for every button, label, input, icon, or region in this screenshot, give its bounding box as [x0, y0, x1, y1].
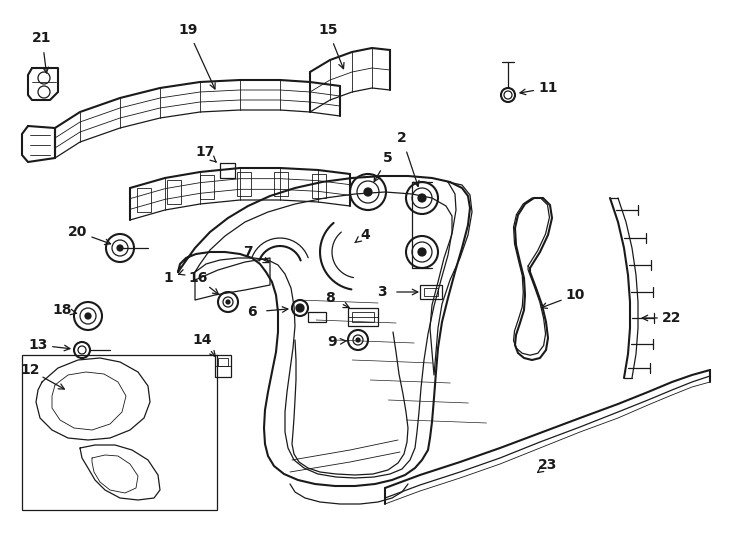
Bar [424, 288, 438, 296]
Bar [312, 174, 326, 198]
Text: 14: 14 [192, 333, 211, 347]
Text: 17: 17 [195, 145, 214, 159]
Text: 8: 8 [325, 291, 335, 305]
Bar [215, 355, 231, 377]
Circle shape [418, 248, 426, 256]
Text: 19: 19 [178, 23, 197, 37]
Bar [274, 172, 288, 196]
Text: 23: 23 [538, 458, 558, 472]
Circle shape [117, 245, 123, 251]
Bar [167, 180, 181, 204]
Text: 2: 2 [397, 131, 407, 145]
Text: 9: 9 [327, 335, 337, 349]
Circle shape [418, 194, 426, 202]
Text: 6: 6 [247, 305, 257, 319]
Bar [218, 358, 228, 366]
Text: 3: 3 [377, 285, 387, 299]
Circle shape [85, 313, 91, 319]
Bar [237, 172, 251, 196]
Text: 22: 22 [662, 311, 682, 325]
Text: 4: 4 [360, 228, 370, 242]
Text: 11: 11 [538, 81, 558, 95]
Text: 5: 5 [383, 151, 393, 165]
Text: 18: 18 [52, 303, 72, 317]
Circle shape [364, 188, 372, 196]
Text: 15: 15 [319, 23, 338, 37]
Circle shape [356, 338, 360, 342]
Bar [200, 175, 214, 199]
Bar [348, 308, 378, 326]
Bar [22, 355, 217, 510]
Bar [137, 188, 151, 212]
Circle shape [226, 300, 230, 304]
Bar [420, 285, 442, 299]
Text: 1: 1 [163, 271, 173, 285]
Circle shape [296, 304, 304, 312]
Bar [352, 312, 374, 322]
Text: 20: 20 [68, 225, 87, 239]
Text: 16: 16 [189, 271, 208, 285]
Text: 10: 10 [565, 288, 585, 302]
Text: 12: 12 [21, 363, 40, 377]
Text: 21: 21 [32, 31, 52, 45]
Text: 13: 13 [29, 338, 48, 352]
Text: 7: 7 [243, 245, 252, 259]
Bar [308, 312, 326, 322]
